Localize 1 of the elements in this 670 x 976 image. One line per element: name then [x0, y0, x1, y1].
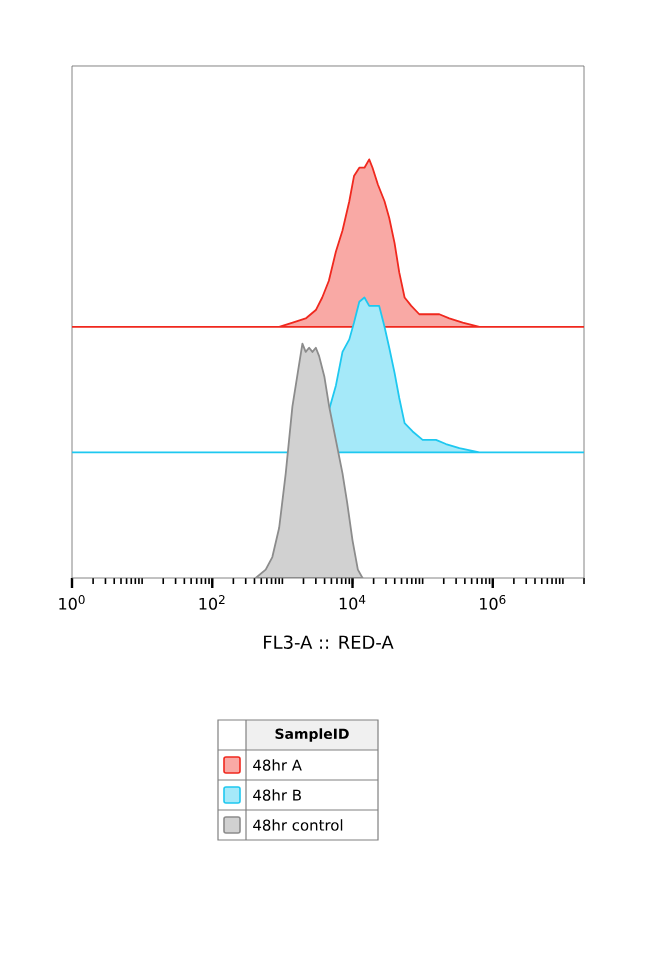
x-axis-title: FL3-A :: RED-A [264, 635, 394, 649]
